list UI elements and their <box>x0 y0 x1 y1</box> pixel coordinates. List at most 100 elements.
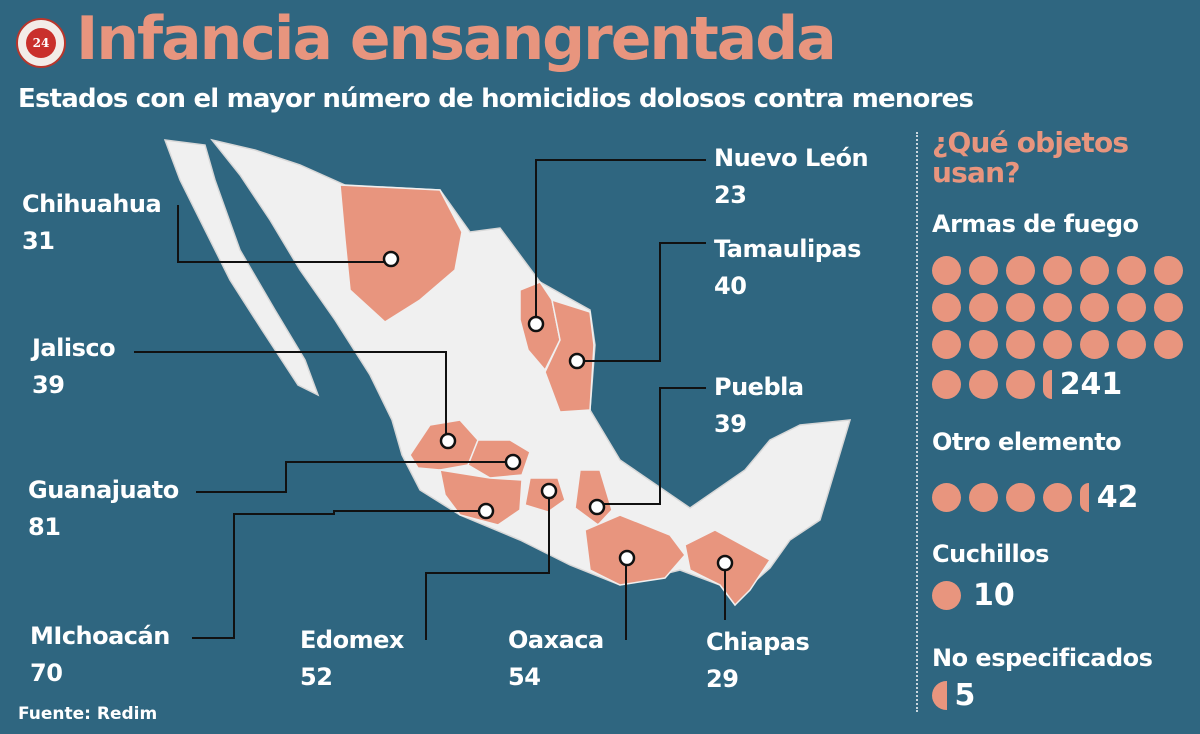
unit-dot <box>932 370 961 399</box>
state-name: Oaxaca <box>508 626 604 654</box>
state-name: Nuevo León <box>714 144 869 172</box>
state-name: Tamaulipas <box>714 235 861 263</box>
state-label-oaxaca: Oaxaca 54 <box>508 622 604 696</box>
unit-dot <box>1006 256 1035 285</box>
unit-dot <box>1154 256 1183 285</box>
category-count: 241 <box>1059 367 1123 402</box>
unit-dot <box>932 256 961 285</box>
leader-line-puebla <box>597 387 706 505</box>
state-label-michoaca-n: MIchoacán 70 <box>30 618 170 692</box>
weapons-sidebar: ¿Qué objetos usan? Armas de fuego 241 Otro… <box>932 126 1192 713</box>
page-subtitle: Estados con el mayor número de homicidio… <box>18 84 974 114</box>
category-label: Cuchillos <box>932 540 1049 568</box>
category-dots: 42 <box>932 480 1192 523</box>
state-label-chihuahua: Chihuahua 31 <box>22 186 162 260</box>
category-dots: 10 <box>932 578 1192 621</box>
category-dots: 5 <box>932 678 1192 721</box>
leader-line-tamaulipas <box>577 242 706 362</box>
pin-chihuahua <box>382 250 400 268</box>
unit-dot <box>1043 483 1072 512</box>
state-value: 40 <box>714 272 747 300</box>
category-label: Armas de fuego <box>932 210 1139 238</box>
unit-dot <box>1154 293 1183 322</box>
state-name: Chiapas <box>706 628 810 656</box>
pin-nuevo-leo-n <box>527 315 545 333</box>
category-label: No especificados <box>932 644 1153 672</box>
leader-line-jalisco <box>134 351 447 441</box>
state-value: 23 <box>714 181 747 209</box>
unit-dot <box>932 581 961 610</box>
unit-dot <box>1080 293 1109 322</box>
state-label-nuevo-leo-n: Nuevo León 23 <box>714 140 869 214</box>
state-value: 39 <box>32 371 65 399</box>
pin-michoaca-n <box>477 502 495 520</box>
mexico-map <box>134 138 852 640</box>
leader-line-chihuahua <box>177 205 391 263</box>
category-label: Otro elemento <box>932 428 1122 456</box>
unit-dot <box>1117 256 1146 285</box>
pin-puebla <box>588 498 606 516</box>
state-name: Chihuahua <box>22 190 162 218</box>
unit-dot <box>1080 330 1109 359</box>
unit-dot <box>969 293 998 322</box>
24-horas-logo: 24 <box>16 18 66 68</box>
unit-dot <box>1043 330 1072 359</box>
unit-dot <box>969 330 998 359</box>
unit-dot <box>932 330 961 359</box>
state-name: Guanajuato <box>28 476 179 504</box>
baja-california <box>163 139 320 397</box>
unit-dot <box>1043 256 1072 285</box>
partial-dot <box>932 681 947 710</box>
state-label-edomex: Edomex 52 <box>300 622 404 696</box>
unit-dot <box>969 256 998 285</box>
pin-jalisco <box>439 432 457 450</box>
pin-tamaulipas <box>568 352 586 370</box>
category-count: 5 <box>954 678 976 713</box>
state-value: 81 <box>28 513 61 541</box>
unit-dot <box>1006 370 1035 399</box>
leader-line-michoaca-n <box>192 510 486 639</box>
sidebar-title: ¿Qué objetos usan? <box>932 126 1129 189</box>
category-count: 10 <box>973 578 1015 613</box>
source-note: Fuente: Redim <box>18 704 158 724</box>
unit-dot <box>932 293 961 322</box>
state-value: 29 <box>706 665 739 693</box>
page-title: Infancia ensangrentada <box>76 4 837 74</box>
state-name: Edomex <box>300 626 404 654</box>
state-label-tamaulipas: Tamaulipas 40 <box>714 231 861 305</box>
sidebar-divider <box>916 132 918 712</box>
unit-dot <box>969 483 998 512</box>
partial-dot <box>1080 483 1089 512</box>
unit-dot <box>969 370 998 399</box>
category-dots: 241 <box>932 256 1192 410</box>
unit-dot <box>1117 330 1146 359</box>
state-label-chiapas: Chiapas 29 <box>706 624 810 698</box>
unit-dot <box>932 483 961 512</box>
state-label-guanajuato: Guanajuato 81 <box>28 472 179 546</box>
pin-guanajuato <box>504 453 522 471</box>
leader-line-edomex <box>425 491 550 640</box>
unit-dot <box>1080 256 1109 285</box>
state-name: Puebla <box>714 373 804 401</box>
unit-dot <box>1043 293 1072 322</box>
state-value: 54 <box>508 663 541 691</box>
unit-dot <box>1154 330 1183 359</box>
category-count: 42 <box>1096 480 1139 515</box>
leader-line-guanajuato <box>196 461 513 493</box>
partial-dot <box>1043 370 1052 399</box>
unit-dot <box>1006 293 1035 322</box>
state-chihuahua <box>339 184 463 323</box>
state-value: 70 <box>30 659 63 687</box>
pin-chiapas <box>716 554 734 572</box>
pin-edomex <box>540 482 558 500</box>
unit-dot <box>1006 330 1035 359</box>
unit-dot <box>1117 293 1146 322</box>
state-name: Jalisco <box>32 334 116 362</box>
state-label-puebla: Puebla 39 <box>714 369 804 443</box>
state-tamaulipas <box>544 298 595 413</box>
state-value: 31 <box>22 227 55 255</box>
state-value: 39 <box>714 410 747 438</box>
state-label-jalisco: Jalisco 39 <box>32 330 116 404</box>
state-value: 52 <box>300 663 333 691</box>
leader-line-nuevo-leo-n <box>535 159 706 324</box>
